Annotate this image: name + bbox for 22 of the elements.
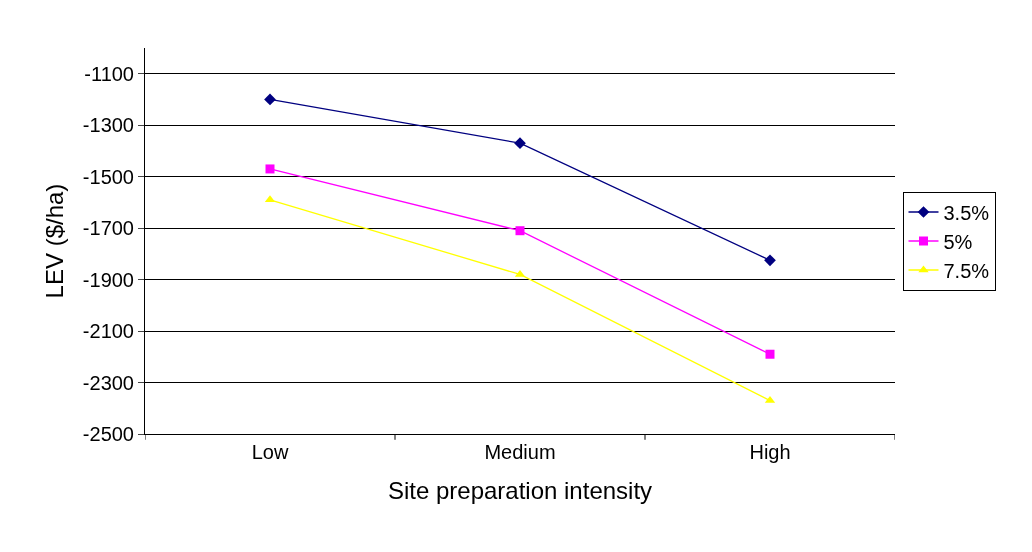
y-tick-label: -1300	[82, 114, 134, 137]
point	[515, 226, 525, 236]
point	[265, 164, 275, 174]
y-tick-label: -1900	[82, 268, 134, 291]
x-tick-label: Medium	[484, 441, 556, 463]
y-tick-label: -1700	[82, 217, 134, 240]
legend-label: 5%	[943, 230, 973, 253]
point	[765, 349, 775, 359]
x-axis-title: Site preparation intensity	[387, 477, 653, 505]
y-tick-label: -1500	[82, 165, 134, 188]
x-tick-label: Low	[251, 441, 289, 463]
point	[764, 254, 776, 267]
y-tick-label: -1100	[84, 62, 134, 85]
y-tick-label: -2300	[82, 371, 134, 394]
y-tick-label: -2500	[82, 423, 134, 445]
point	[514, 137, 526, 150]
y-axis-title: LEV ($/ha)	[40, 183, 68, 299]
legend-label: 3.5%	[943, 201, 990, 224]
legend-label: 7.5%	[943, 259, 990, 282]
y-tick-label: -2100	[82, 320, 134, 343]
point	[264, 93, 276, 106]
x-tick-label: High	[749, 441, 791, 463]
